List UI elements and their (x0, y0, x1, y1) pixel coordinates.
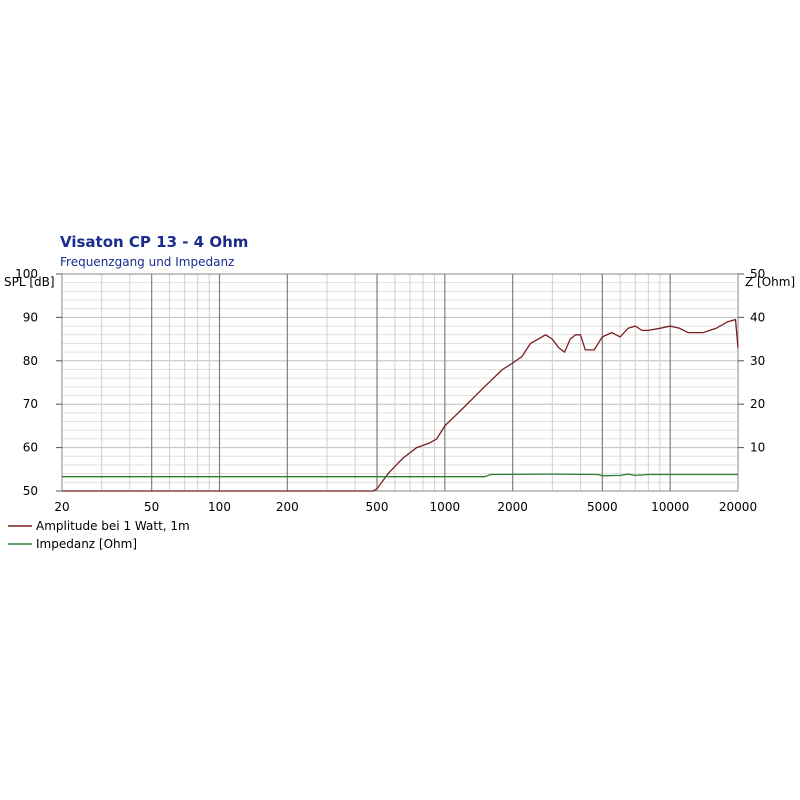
legend-label: Impedanz [Ohm] (36, 537, 137, 551)
y-left-tick-label: 80 (23, 354, 38, 368)
x-tick-label: 100 (208, 500, 231, 514)
x-tick-label: 50 (144, 500, 159, 514)
y-axis-left-label: SPL [dB] (4, 275, 55, 289)
x-tick-label: 2000 (497, 500, 528, 514)
x-tick-label: 1000 (430, 500, 461, 514)
grid (62, 273, 738, 491)
plot-frame (61, 273, 739, 492)
tick-labels: 20 50 100 200 500 1000 2000 5000 10000 20000 50 60 7… (15, 267, 765, 514)
y-left-tick-label: 70 (23, 397, 38, 411)
y-right-tick-label: 40 (750, 310, 765, 324)
y-axis-right-label: Z [Ohm] (745, 275, 795, 289)
x-tick-label: 200 (276, 500, 299, 514)
x-tick-label: 10000 (651, 500, 689, 514)
legend-label: Amplitude bei 1 Watt, 1m (36, 519, 190, 533)
series-line-impedance (62, 473, 738, 478)
series-lines (62, 318, 739, 492)
y-right-tick-label: 10 (750, 441, 765, 455)
y-left-tick-label: 90 (23, 310, 38, 324)
y-right-tick-label: 20 (750, 397, 765, 411)
x-tick-label: 500 (366, 500, 389, 514)
series-line-amplitude (62, 318, 739, 492)
x-tick-label: 20 (54, 500, 69, 514)
y-left-tick-label: 100 (15, 267, 38, 281)
legend: Amplitude bei 1 Watt, 1m Impedanz [Ohm] (8, 519, 190, 551)
x-tick-label: 5000 (587, 500, 618, 514)
chart-subtitle: Frequenzgang und Impedanz (60, 255, 234, 269)
y-left-tick-label: 60 (23, 441, 38, 455)
x-tick-label: 20000 (719, 500, 757, 514)
y-right-tick-label: 50 (750, 267, 765, 281)
chart-title: Visaton CP 13 - 4 Ohm (60, 233, 248, 251)
y-right-tick-label: 30 (750, 354, 765, 368)
y-left-tick-label: 50 (23, 484, 38, 498)
